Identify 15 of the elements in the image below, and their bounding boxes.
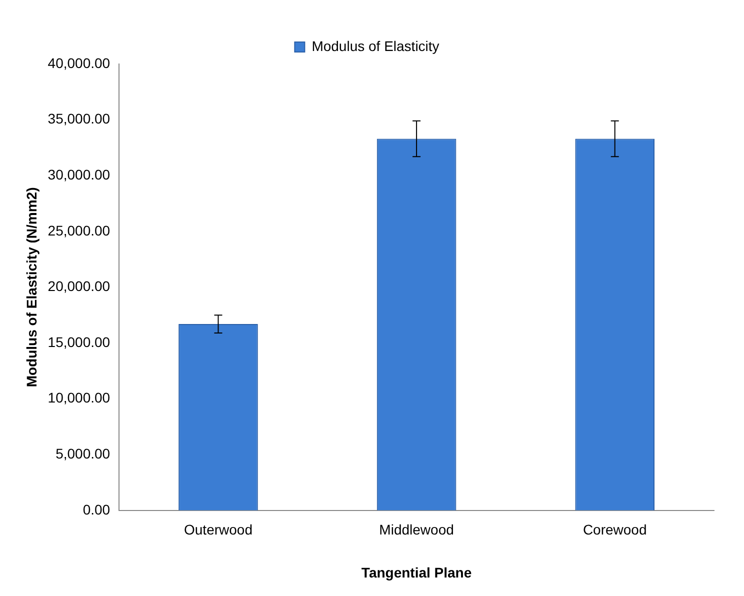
y-tick-label: 40,000.00	[48, 54, 110, 71]
y-tick-label: 20,000.00	[48, 278, 110, 294]
x-tick-label: Corewood	[582, 522, 647, 538]
y-tick-label: 15,000.00	[48, 334, 110, 350]
y-tick-label: 25,000.00	[48, 222, 110, 238]
y-tick-label: 35,000.00	[48, 110, 110, 127]
legend-label: Modulus of Elasticity	[312, 38, 440, 54]
y-tick-label: 30,000.00	[48, 166, 110, 182]
x-tick-label: Outerwood	[184, 522, 252, 538]
x-tick-label: Middlewood	[379, 522, 454, 538]
y-tick-label: 0.00	[82, 501, 110, 518]
y-tick-label: 10,000.00	[48, 390, 110, 406]
y-tick-label: 5,000.00	[56, 445, 110, 462]
x-axis-title: Tangential Plane	[361, 564, 472, 580]
y-axis-title: Modulus of Elasticity (N/mm2)	[23, 187, 40, 388]
